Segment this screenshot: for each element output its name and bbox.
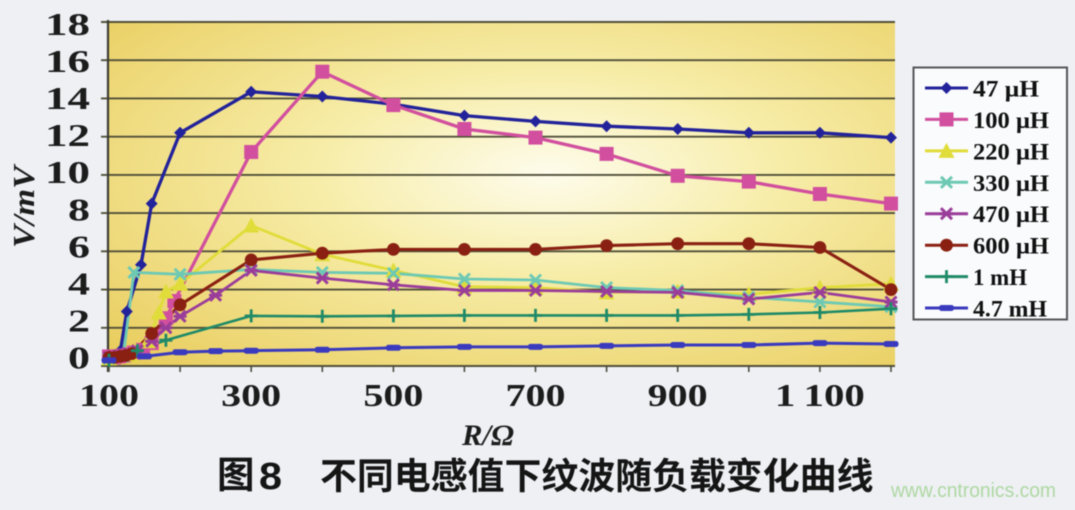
svg-text:14: 14: [45, 80, 90, 116]
svg-text:8: 8: [68, 191, 90, 227]
svg-text:470 μH: 470 μH: [973, 202, 1049, 228]
svg-text:900: 900: [648, 377, 708, 413]
svg-text:12: 12: [45, 117, 90, 153]
svg-text:V/mV: V/mV: [6, 163, 41, 248]
svg-text:1 mH: 1 mH: [973, 265, 1027, 291]
svg-text:www.cntronics.com: www.cntronics.com: [890, 480, 1056, 502]
svg-text:10: 10: [45, 154, 90, 190]
svg-text:4: 4: [68, 265, 90, 301]
svg-text:100 μH: 100 μH: [973, 108, 1049, 134]
svg-text:500: 500: [363, 377, 423, 413]
svg-text:0: 0: [68, 340, 90, 376]
svg-text:330 μH: 330 μH: [973, 171, 1049, 197]
svg-text:300: 300: [221, 377, 281, 413]
svg-text:1 100: 1 100: [775, 377, 865, 413]
svg-text:2: 2: [68, 302, 90, 338]
svg-text:47 μH: 47 μH: [973, 77, 1039, 103]
svg-text:4.7 mH: 4.7 mH: [973, 297, 1047, 323]
svg-text:700: 700: [506, 377, 566, 413]
svg-text:100: 100: [79, 377, 139, 413]
svg-text:600 μH: 600 μH: [973, 234, 1049, 260]
svg-text:6: 6: [68, 228, 90, 264]
svg-text:R/Ω: R/Ω: [461, 419, 514, 452]
svg-text:18: 18: [45, 6, 90, 42]
svg-text:16: 16: [45, 43, 90, 79]
svg-text:220 μH: 220 μH: [973, 139, 1049, 165]
svg-text:8: 8: [259, 456, 282, 498]
